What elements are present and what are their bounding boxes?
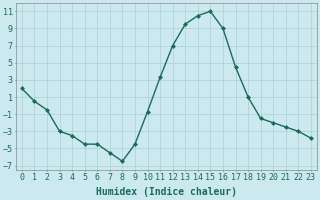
X-axis label: Humidex (Indice chaleur): Humidex (Indice chaleur)	[96, 187, 237, 197]
